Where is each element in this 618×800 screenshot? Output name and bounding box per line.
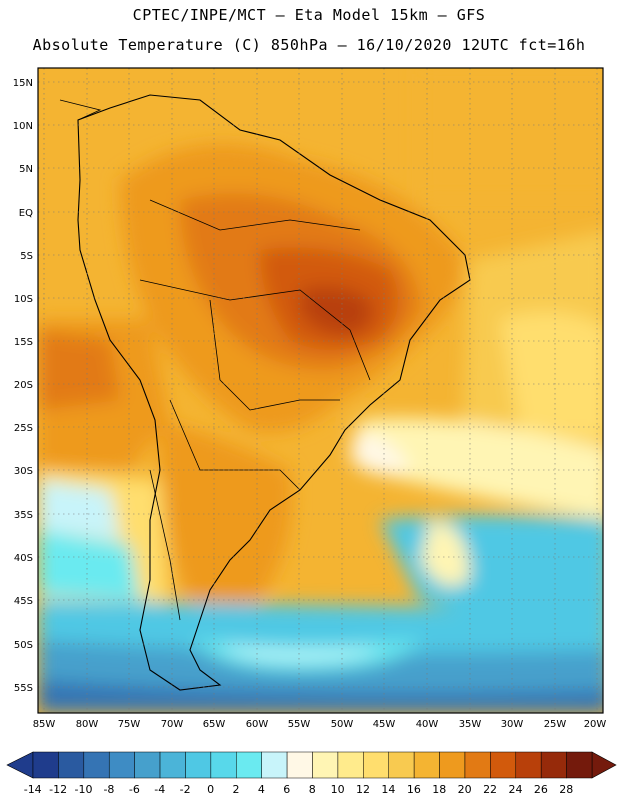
temperature-field (38, 68, 603, 713)
lat-label: 25S (14, 423, 33, 434)
legend-swatch (490, 751, 517, 779)
legend-value-label: -12 (49, 783, 67, 796)
lat-label: 40S (14, 553, 33, 564)
lon-label: 75W (118, 719, 141, 730)
lat-label: 5N (19, 164, 33, 175)
lat-label: 50S (14, 640, 33, 651)
legend-value-label: 18 (432, 783, 446, 796)
legend-value-label: -4 (154, 783, 165, 796)
legend-value-label: 0 (207, 783, 214, 796)
lat-label: 55S (14, 683, 33, 694)
legend-value-label: 28 (559, 783, 573, 796)
lon-label: 40W (416, 719, 439, 730)
legend-swatch (388, 751, 415, 779)
legend-swatch (464, 751, 491, 779)
lat-label: 30S (14, 466, 33, 477)
legend-value-label: 26 (534, 783, 548, 796)
legend-swatch (134, 751, 161, 779)
legend-value-label: 2 (232, 783, 239, 796)
legend-value-label: -6 (129, 783, 140, 796)
legend-value-label: -2 (180, 783, 191, 796)
lat-label: EQ (19, 208, 33, 219)
legend-swatch (32, 751, 59, 779)
legend-swatch (286, 751, 313, 779)
lon-label: 85W (33, 719, 56, 730)
legend-value-label: -14 (24, 783, 42, 796)
legend-swatch (108, 751, 135, 779)
lon-label: 55W (288, 719, 311, 730)
legend-value-label: 6 (283, 783, 290, 796)
legend-swatch (439, 751, 466, 779)
legend-value-label: -8 (103, 783, 114, 796)
legend-value-label: 24 (508, 783, 522, 796)
legend-arrow-right (591, 751, 617, 779)
lon-label: 30W (501, 719, 524, 730)
lon-label: 65W (203, 719, 226, 730)
legend-swatch (413, 751, 440, 779)
lon-label: 50W (331, 719, 354, 730)
coastline (77, 94, 471, 691)
legend-swatch (515, 751, 542, 779)
legend-swatch (159, 751, 186, 779)
map-subtitle: Absolute Temperature (C) 850hPa – 16/10/… (32, 36, 586, 54)
legend-arrow-left (6, 751, 34, 779)
lon-label: 20W (584, 719, 607, 730)
lat-label: 5S (20, 251, 33, 262)
temperature-map: 15N 10N 5N EQ 5S 10S 15S 20S 25S 30S 35S… (13, 67, 607, 730)
legend-value-label: 10 (331, 783, 345, 796)
legend-swatch (363, 751, 389, 779)
lat-label: 15S (14, 337, 33, 348)
legend-swatch (566, 751, 593, 779)
lat-label: 20S (14, 380, 33, 391)
legend-swatch (540, 751, 567, 779)
legend-value-label: 12 (356, 783, 370, 796)
lat-label: 45S (14, 596, 33, 607)
legend-swatch (210, 751, 237, 779)
lat-label: 10S (14, 294, 33, 305)
legend-value-label: 22 (483, 783, 497, 796)
legend-swatch (83, 751, 110, 779)
legend-value-label: -10 (75, 783, 93, 796)
legend-swatch (185, 751, 212, 779)
lat-label: 10N (13, 121, 33, 132)
legend-swatch (236, 751, 262, 779)
legend-value-label: 20 (458, 783, 472, 796)
lon-label: 25W (544, 719, 567, 730)
legend-value-label: 4 (258, 783, 265, 796)
lon-label: 70W (161, 719, 184, 730)
legend-swatch (58, 751, 85, 779)
lon-label: 80W (76, 719, 99, 730)
legend-value-label: 14 (381, 783, 395, 796)
color-legend: -14 -12 -10 -8 -6 -4 -2 0 2 4 6 8 10 12 14 16 18 20 22 24 26… (6, 751, 617, 796)
legend-swatch (337, 751, 364, 779)
legend-value-label: 16 (407, 783, 421, 796)
lon-label: 35W (459, 719, 482, 730)
lat-label: 15N (13, 78, 33, 89)
map-frame (37, 67, 604, 714)
lon-label: 45W (373, 719, 396, 730)
legend-swatch (261, 751, 288, 779)
lon-label: 60W (246, 719, 269, 730)
legend-value-label: 8 (309, 783, 316, 796)
legend-swatch (312, 751, 339, 779)
lat-label: 35S (14, 510, 33, 521)
map-title: CPTEC/INPE/MCT – Eta Model 15km – GFS (132, 6, 486, 24)
